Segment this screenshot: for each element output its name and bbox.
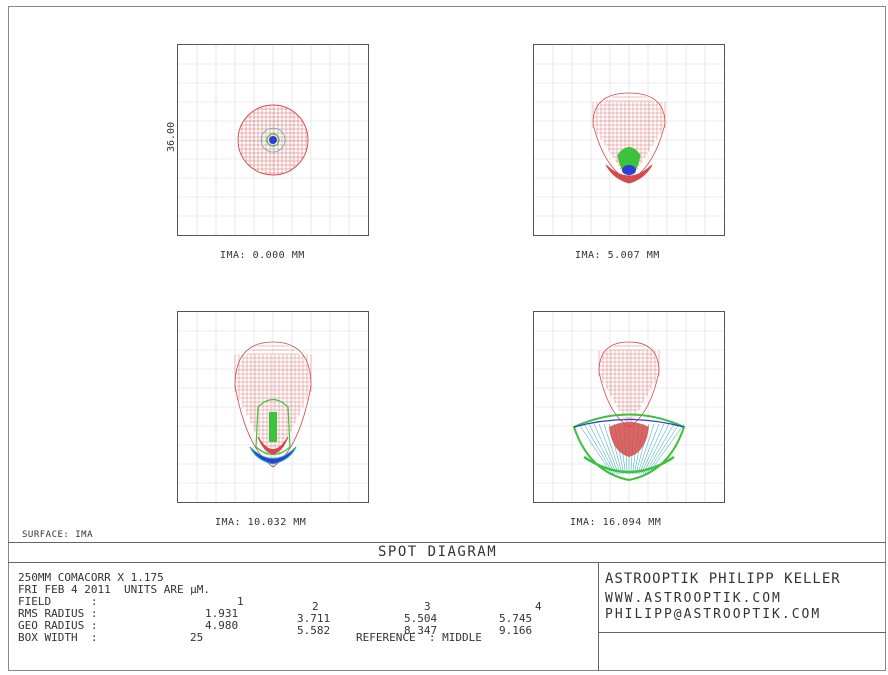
scale-label: 36.00 [166,121,177,152]
field-label: FIELD : [18,595,98,608]
box-width-value: 25 [190,631,204,644]
divider-brand [598,632,886,633]
spot-4-red-pattern [598,345,660,427]
diagram-title: SPOT DIAGRAM [378,544,498,560]
info-line-1: 250MM COMACORR X 1.175 [18,571,164,584]
reference: REFERENCE : MIDDLE [356,631,482,644]
plot-grid [178,45,368,235]
spot-plot-3 [177,311,369,503]
spot-3-red-core [257,436,289,455]
rms-4: 5.745 [499,612,533,625]
spot-plot-2-svg [534,45,724,235]
spot-plot-3-svg [178,312,368,502]
spot-3-green-core [269,412,277,442]
box-width-label: BOX WIDTH : [18,631,98,644]
spot-4-blue-edge [573,418,685,428]
spot-plot-1-svg [178,45,368,235]
spot-3-green-pattern [255,398,291,456]
plot-1-caption: IMA: 0.000 MM [220,250,305,261]
spot-1-outer-ring [237,104,309,176]
plot-2-caption: IMA: 5.007 MM [575,250,660,261]
spot-4-green-base [583,455,675,474]
plot-grid [178,312,368,502]
brand-email: PHILIPP@ASTROOPTIK.COM [605,607,822,622]
surface-label: SURFACE: IMA [22,530,94,540]
rms-2: 3.711 [297,612,331,625]
field-1: 1 [237,595,244,608]
rms-3: 5.504 [404,612,438,625]
geo-1: 4.980 [205,619,239,632]
rms-1: 1.931 [205,607,239,620]
spot-diagram-frame [8,6,886,671]
geo-3: 8.347 [404,624,438,637]
field-4: 4 [535,600,542,613]
geo-4: 9.166 [499,624,533,637]
spot-plot-2 [533,44,725,236]
spot-plot-1 [177,44,369,236]
field-3: 3 [424,600,431,613]
plot-3-caption: IMA: 10.032 MM [215,517,307,528]
spot-2-blue-core [622,165,636,175]
geo-label: GEO RADIUS : [18,619,98,632]
spot-2-outline [592,92,666,182]
info-line-2: FRI FEB 4 2011 UNITS ARE µM. [18,583,211,596]
geo-2: 5.582 [297,624,331,637]
divider-title [8,562,886,563]
spot-4-fan [572,413,686,482]
divider-top [8,542,886,543]
plot-4-caption: IMA: 16.094 MM [570,517,662,528]
spot-2-red-base [605,164,653,184]
spot-1-blue-core [269,136,277,144]
spot-plot-4 [533,311,725,503]
field-2: 2 [312,600,319,613]
plot-grid [534,312,724,502]
spot-3-outline [234,341,312,468]
brand-name: ASTROOPTIK PHILIPP KELLER [605,571,841,587]
divider-vertical [598,562,599,671]
rms-label: RMS RADIUS : [18,607,98,620]
spot-1-cyan-ring [260,127,286,153]
brand-url: WWW.ASTROOPTIK.COM [605,591,782,606]
spot-3-blue-base [249,446,297,465]
spot-4-red-core [609,422,649,457]
spot-plot-4-svg [534,312,724,502]
spot-1-green-core [266,133,280,147]
